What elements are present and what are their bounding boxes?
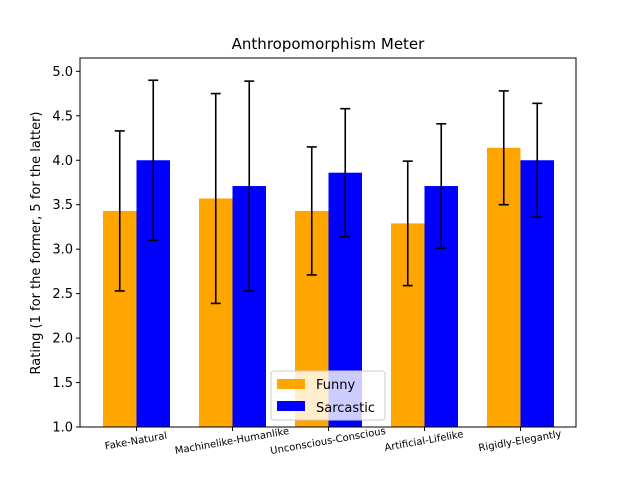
- y-tick-label: 3.0: [52, 243, 73, 258]
- y-tick-label: 4.0: [52, 154, 73, 169]
- y-tick-label: 1.0: [52, 421, 73, 436]
- error-bar-funny-4: [402, 160, 413, 287]
- x-tick-label: Rigidly-Elegantly: [478, 429, 563, 454]
- y-tick-label: 2.0: [52, 332, 73, 347]
- error-bar-funny-2: [210, 92, 221, 305]
- x-tick-label: Fake-Natural: [104, 431, 168, 453]
- y-axis-label: Rating (1 for the former, 5 for the latt…: [29, 112, 44, 375]
- error-bar-funny-1: [114, 130, 125, 292]
- error-bar-funny-3: [306, 146, 317, 276]
- legend-swatch-funny: [277, 379, 305, 389]
- error-bar-sarcastic-3: [340, 107, 351, 238]
- y-tick-label: 4.5: [52, 109, 73, 124]
- x-axis: Fake-Natural Machinelike-HumanlikeUnconsc…: [104, 426, 562, 457]
- y-axis: 1.0 1.5 2.0 2.5 3.0 3.5 4.0 4.5 5.0: [52, 65, 80, 436]
- error-bar-sarcastic-2: [244, 80, 255, 292]
- legend: Funny Sarcastic: [270, 370, 386, 421]
- chart-title: Anthropomorphism Meter: [232, 35, 425, 53]
- error-bar-sarcastic-5: [532, 102, 543, 218]
- legend-label-funny: Funny: [316, 378, 355, 393]
- y-tick-label: 1.5: [52, 376, 73, 391]
- y-tick-label: 5.0: [52, 65, 73, 80]
- y-tick-label: 2.5: [52, 287, 73, 302]
- legend-swatch-sarcastic: [277, 401, 305, 411]
- y-tick-label: 3.5: [52, 198, 73, 213]
- error-bar-sarcastic-4: [436, 122, 447, 250]
- legend-label-sarcastic: Sarcastic: [316, 401, 375, 416]
- error-bar-sarcastic-1: [148, 79, 159, 242]
- x-tick-label: Artificial-Lifelike: [384, 429, 465, 454]
- error-bars-layer: [114, 79, 543, 305]
- error-bar-funny-5: [498, 90, 509, 206]
